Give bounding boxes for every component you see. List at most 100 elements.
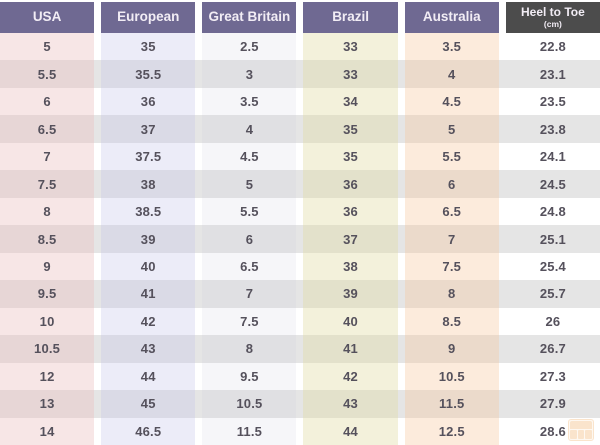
table-cell: 40 — [303, 307, 398, 336]
table-header-row: USA European Great Britain Brazil Australia H… — [0, 0, 600, 33]
table-cell: 43 — [303, 390, 398, 418]
table-cell: 5 — [0, 33, 95, 61]
table-cell: 35 — [303, 115, 398, 143]
table-cell: 35 — [303, 142, 398, 171]
table-row: 6 36 3.5 34 4.5 23.5 — [0, 87, 600, 116]
table-cell: 42 — [303, 362, 398, 391]
column-header-label: Australia — [422, 9, 481, 25]
table-cell: 6 — [202, 225, 297, 253]
table-cell: 40 — [101, 252, 196, 281]
table-logo-cell — [570, 430, 577, 439]
table-cell: 5 — [404, 115, 499, 143]
table-row: 10.5 43 8 41 9 26.7 — [0, 335, 600, 363]
column-header-usa: USA — [0, 2, 95, 33]
table-cell: 7.5 — [202, 307, 297, 336]
table-cell: 35.5 — [101, 60, 196, 88]
table-cell: 38 — [101, 170, 196, 198]
table-cell: 7.5 — [404, 252, 499, 281]
table-cell: 11.5 — [404, 390, 499, 418]
table-cell: 28.6 — [539, 423, 566, 439]
table-row: 9.5 41 7 39 8 25.7 — [0, 280, 600, 308]
table-cell: 8 — [202, 335, 297, 363]
table-cell: 36 — [303, 170, 398, 198]
table-body: 5 35 2.5 33 3.5 22.8 5.5 35.5 3 33 4 23.1 6 36 3.5 34 4.… — [0, 33, 600, 445]
table-cell: 41 — [101, 280, 196, 308]
table-cell: 27.3 — [539, 368, 566, 384]
column-header-brazil: Brazil — [303, 2, 398, 33]
table-cell: 9 — [404, 335, 499, 363]
table-cell: 5.5 — [0, 60, 95, 88]
table-cell: 34 — [303, 87, 398, 116]
table-row: 8.5 39 6 37 7 25.1 — [0, 225, 600, 253]
table-logo-icon — [568, 419, 594, 441]
table-cell: 11.5 — [202, 417, 297, 445]
table-cell: 41 — [303, 335, 398, 363]
table-logo-cell — [577, 430, 585, 439]
table-cell: 4.5 — [202, 142, 297, 171]
table-row: 13 45 10.5 43 11.5 27.9 — [0, 390, 600, 418]
table-cell: 25.1 — [539, 231, 566, 247]
column-header-sublabel: (cm) — [543, 18, 562, 29]
table-cell: 27.9 — [539, 396, 566, 412]
table-cell: 33 — [303, 33, 398, 61]
table-cell: 4 — [202, 115, 297, 143]
table-cell: 6 — [404, 170, 499, 198]
table-cell: 36 — [303, 197, 398, 226]
table-cell: 12.5 — [404, 417, 499, 445]
column-header-label: European — [117, 9, 180, 25]
table-cell: 23.5 — [539, 94, 566, 110]
table-row: 5 35 2.5 33 3.5 22.8 — [0, 33, 600, 61]
table-cell: 2.5 — [202, 33, 297, 61]
table-row: 8 38.5 5.5 36 6.5 24.8 — [0, 197, 600, 226]
column-header-heel-to-toe: Heel to Toe (cm) — [505, 2, 600, 33]
table-cell: 26 — [545, 313, 561, 329]
table-cell: 10 — [0, 307, 95, 336]
table-row: 7.5 38 5 36 6 24.5 — [0, 170, 600, 198]
table-cell: 46.5 — [101, 417, 196, 445]
table-cell: 5.5 — [202, 197, 297, 226]
table-cell: 5.5 — [404, 142, 499, 171]
table-row: 10 42 7.5 40 8.5 26 — [0, 307, 600, 336]
table-cell: 26.7 — [539, 341, 566, 357]
table-cell: 8 — [0, 197, 95, 226]
table-cell: 7 — [0, 142, 95, 171]
table-cell: 7 — [202, 280, 297, 308]
table-cell: 39 — [101, 225, 196, 253]
table-cell: 9 — [0, 252, 95, 281]
table-cell: 23.1 — [539, 66, 566, 82]
table-row: 5.5 35.5 3 33 4 23.1 — [0, 60, 600, 88]
table-cell: 8 — [404, 280, 499, 308]
table-cell: 25.7 — [539, 286, 566, 302]
table-cell: 10.5 — [404, 362, 499, 391]
table-cell: 6.5 — [404, 197, 499, 226]
table-cell: 13 — [0, 390, 95, 418]
table-logo-bar — [570, 421, 592, 429]
table-cell: 24.5 — [539, 176, 566, 192]
table-cell: 45 — [101, 390, 196, 418]
table-cell: 4 — [404, 60, 499, 88]
table-cell: 4.5 — [404, 87, 499, 116]
table-cell: 6 — [0, 87, 95, 116]
table-cell: 38.5 — [101, 197, 196, 226]
table-cell: 3 — [202, 60, 297, 88]
table-cell: 7.5 — [0, 170, 95, 198]
table-cell: 22.8 — [539, 39, 566, 55]
table-cell: 38 — [303, 252, 398, 281]
table-cell: 35 — [101, 33, 196, 61]
table-cell: 3.5 — [202, 87, 297, 116]
column-header-european: European — [101, 2, 196, 33]
table-cell: 24.8 — [539, 204, 566, 220]
table-cell: 36 — [101, 87, 196, 116]
table-cell: 8.5 — [404, 307, 499, 336]
table-cell: 14 — [0, 417, 95, 445]
table-cell: 42 — [101, 307, 196, 336]
table-cell: 37.5 — [101, 142, 196, 171]
table-cell: 24.1 — [539, 149, 566, 165]
table-row: 9 40 6.5 38 7.5 25.4 — [0, 252, 600, 281]
table-cell: 25.4 — [539, 258, 566, 274]
table-cell: 6.5 — [0, 115, 95, 143]
table-row: 14 46.5 11.5 44 12.5 28.6 — [0, 417, 600, 445]
column-header-australia: Australia — [404, 2, 499, 33]
table-cell: 7 — [404, 225, 499, 253]
column-header-label: USA — [32, 9, 62, 25]
